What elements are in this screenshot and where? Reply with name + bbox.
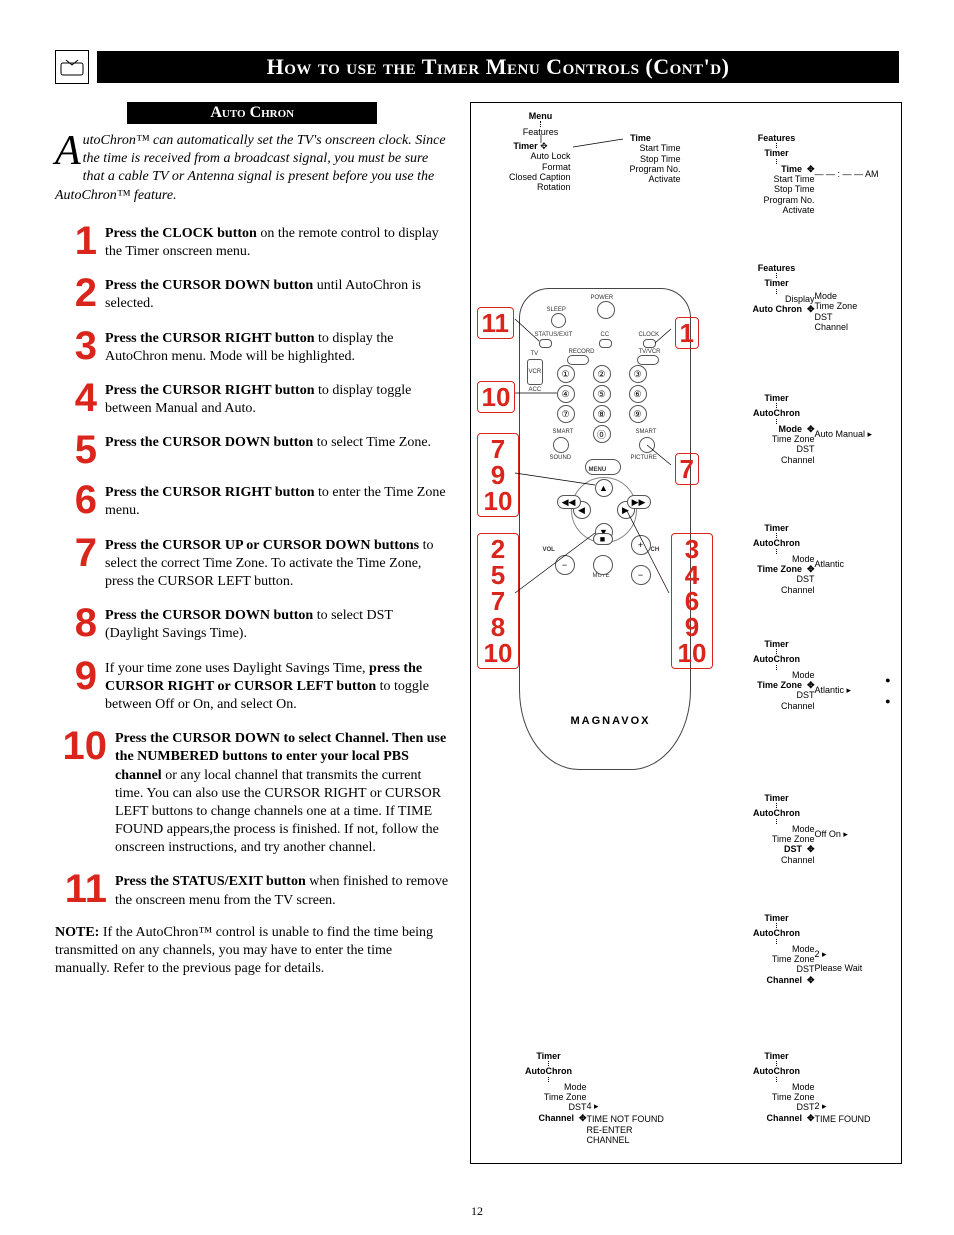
step-text: Press the CURSOR DOWN button to select D… <box>105 605 450 643</box>
step-text: Press the STATUS/EXIT button when finish… <box>115 871 450 909</box>
note-paragraph: NOTE: If the AutoChron™ control is unabl… <box>55 924 450 979</box>
leader-lines-icon <box>471 103 731 803</box>
step: 8Press the CURSOR DOWN button to select … <box>55 605 450 643</box>
page-number: 12 <box>0 1204 954 1219</box>
header-icon <box>55 50 89 84</box>
step: 10Press the CURSOR DOWN to select Channe… <box>55 728 450 857</box>
osd-menu-box: Timer AutoChron Mode ✥Time ZoneDSTChanne… <box>739 393 897 465</box>
step-text: Press the CLOCK button on the remote con… <box>105 223 450 261</box>
step-text: Press the CURSOR RIGHT button to display… <box>105 328 450 366</box>
step-text: Press the CURSOR DOWN to select Channel.… <box>115 728 450 857</box>
page-header: How to use the Timer Menu Controls (Cont… <box>55 50 899 84</box>
step: 2Press the CURSOR DOWN button until Auto… <box>55 275 450 313</box>
osd-menu-box: Timer AutoChron ModeTime ZoneDSTChannel … <box>739 1051 899 1125</box>
step-number: 8 <box>55 605 105 641</box>
step-number: 1 <box>55 223 105 259</box>
step-text: Press the CURSOR DOWN button until AutoC… <box>105 275 450 313</box>
intro-paragraph: A utoChron™ can automatically set the TV… <box>55 132 450 205</box>
osd-menu-box: Features Timer DisplayAuto Chron ✥ModeTi… <box>739 263 897 332</box>
osd-menu-box: Timer AutoChron ModeTime ZoneDST ✥Channe… <box>739 793 897 865</box>
step: 7Press the CURSOR UP or CURSOR DOWN butt… <box>55 535 450 592</box>
step-list: 1Press the CLOCK button on the remote co… <box>55 223 450 910</box>
step-text: Press the CURSOR RIGHT button to enter t… <box>105 482 450 520</box>
step-number: 5 <box>55 432 105 468</box>
step: 11Press the STATUS/EXIT button when fini… <box>55 871 450 909</box>
osd-menu-box: Timer AutoChron ModeTime Zone ✥DSTChanne… <box>739 639 897 711</box>
step: 9If your time zone uses Daylight Savings… <box>55 658 450 715</box>
osd-menu-box: Timer AutoChron ModeTime ZoneDSTChannel … <box>511 1051 671 1145</box>
intro-text: utoChron™ can automatically set the TV's… <box>55 133 446 203</box>
step-number: 7 <box>55 535 105 571</box>
step-number: 4 <box>55 380 105 416</box>
section-title: Auto Chron <box>127 102 377 124</box>
step-text: Press the CURSOR RIGHT button to display… <box>105 380 450 418</box>
dropcap: A <box>55 132 83 170</box>
page-title: How to use the Timer Menu Controls (Cont… <box>97 51 899 83</box>
step-number: 2 <box>55 275 105 311</box>
osd-menu-box: Features Timer Time ✥Start TimeStop Time… <box>739 133 897 215</box>
step: 4Press the CURSOR RIGHT button to displa… <box>55 380 450 418</box>
illustration-box: Menu Features Timer ✥ Auto Lock Format C… <box>470 102 902 1164</box>
step-text: If your time zone uses Daylight Savings … <box>105 658 450 715</box>
step: 6Press the CURSOR RIGHT button to enter … <box>55 482 450 520</box>
step-text: Press the CURSOR UP or CURSOR DOWN butto… <box>105 535 450 592</box>
step-text: Press the CURSOR DOWN button to select T… <box>105 432 431 452</box>
left-column: Auto Chron A utoChron™ can automatically… <box>55 102 450 978</box>
step-number: 9 <box>55 658 105 694</box>
step: 1Press the CLOCK button on the remote co… <box>55 223 450 261</box>
step-number: 11 <box>55 871 115 907</box>
step-number: 10 <box>55 728 115 764</box>
right-column: Menu Features Timer ✥ Auto Lock Format C… <box>470 102 899 978</box>
step: 5Press the CURSOR DOWN button to select … <box>55 432 450 468</box>
step-number: 3 <box>55 328 105 364</box>
osd-menu-box: Timer AutoChron ModeTime Zone ✥DSTChanne… <box>739 523 897 595</box>
step: 3Press the CURSOR RIGHT button to displa… <box>55 328 450 366</box>
step-number: 6 <box>55 482 105 518</box>
osd-menu-box: Timer AutoChron ModeTime ZoneDSTChannel … <box>739 913 897 985</box>
